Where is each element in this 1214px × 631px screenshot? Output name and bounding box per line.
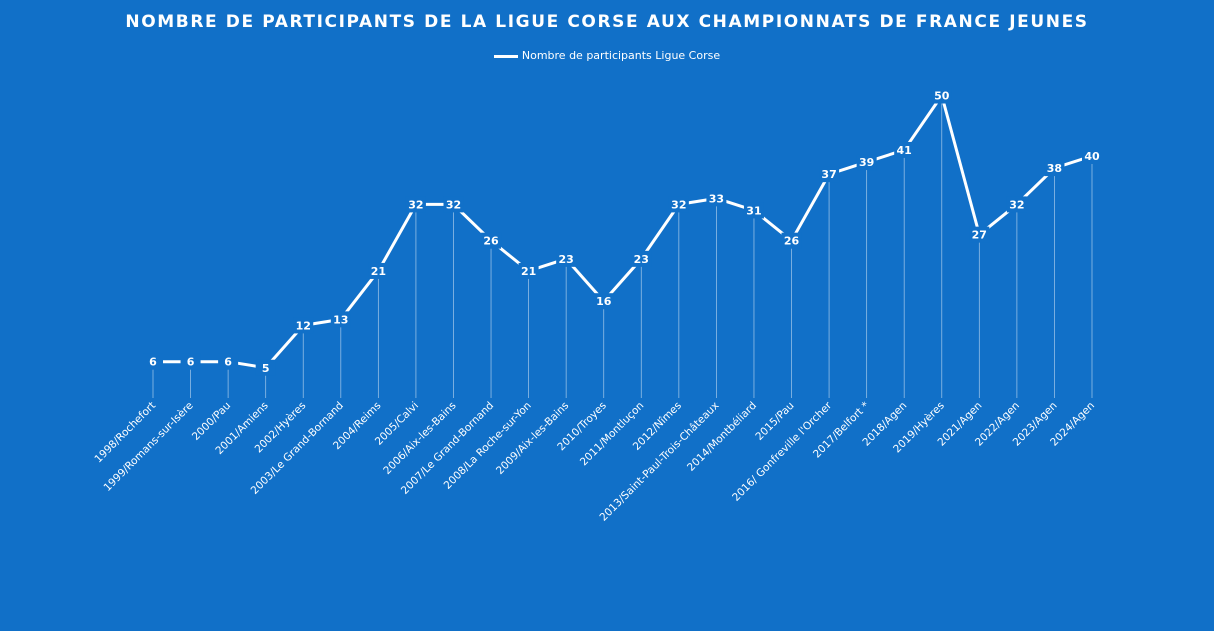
data-label-bg xyxy=(405,196,426,213)
data-label-bg xyxy=(518,262,539,279)
data-label-bg xyxy=(706,190,727,207)
data-label-bg xyxy=(1082,148,1102,164)
data-label: 32 xyxy=(671,198,686,211)
legend-swatch xyxy=(493,54,518,58)
data-label: 5 xyxy=(262,362,270,375)
data-label-bg xyxy=(856,154,877,171)
data-label-bg xyxy=(481,232,502,249)
data-label: 21 xyxy=(371,265,386,278)
data-label: 40 xyxy=(1084,150,1100,163)
data-label: 50 xyxy=(934,90,950,103)
x-tick-label: 2006/Aix-les-Bains xyxy=(381,400,458,477)
data-label-bg xyxy=(293,317,314,334)
data-label: 12 xyxy=(296,319,311,332)
data-label: 32 xyxy=(446,198,461,211)
data-label-bg xyxy=(368,262,389,279)
data-label: 41 xyxy=(897,144,912,157)
x-tick-label: 2014/Montbéliard xyxy=(685,400,759,474)
data-label: 6 xyxy=(224,356,232,369)
data-label-bg xyxy=(819,166,840,183)
data-label: 16 xyxy=(596,295,612,308)
data-label: 21 xyxy=(521,265,536,278)
data-label-bg xyxy=(931,87,952,104)
data-label: 23 xyxy=(634,253,649,266)
data-label-bg xyxy=(743,202,764,219)
data-label-bg xyxy=(218,353,239,370)
data-label-bg xyxy=(143,353,163,370)
data-label-bg xyxy=(593,293,614,310)
legend-label: Nombre de participants Ligue Corse xyxy=(521,49,721,62)
data-label-bg xyxy=(631,250,652,267)
data-label: 38 xyxy=(1047,162,1062,175)
data-label: 33 xyxy=(709,192,724,205)
data-label-bg xyxy=(668,196,689,213)
data-label-bg xyxy=(255,359,276,376)
data-label: 26 xyxy=(784,235,800,248)
data-label: 27 xyxy=(972,229,987,242)
data-label-bg xyxy=(894,141,915,158)
data-label: 32 xyxy=(1009,198,1024,211)
data-label: 39 xyxy=(859,156,874,169)
data-label: 37 xyxy=(821,168,836,181)
data-label: 6 xyxy=(149,356,157,369)
data-label-bg xyxy=(1006,196,1027,213)
data-label: 31 xyxy=(746,204,761,217)
data-label-bg xyxy=(781,232,802,249)
data-label-bg xyxy=(1044,160,1065,177)
data-label-bg xyxy=(330,311,351,328)
legend: Nombre de participants Ligue Corse xyxy=(0,49,1214,62)
x-tick-label: 2009/Aix-les-Bains xyxy=(494,400,571,477)
data-label-bg xyxy=(180,353,201,370)
data-label-bg xyxy=(969,226,990,243)
data-label-bg xyxy=(556,250,577,267)
chart-title: NOMBRE DE PARTICIPANTS DE LA LIGUE CORSE… xyxy=(125,12,1089,32)
data-label: 23 xyxy=(559,253,574,266)
data-label: 6 xyxy=(187,356,195,369)
data-label: 32 xyxy=(408,198,423,211)
data-label: 26 xyxy=(483,235,499,248)
data-label: 13 xyxy=(333,313,348,326)
x-tick-label: 2011/Montluçon xyxy=(578,400,647,469)
data-label-bg xyxy=(443,196,464,213)
